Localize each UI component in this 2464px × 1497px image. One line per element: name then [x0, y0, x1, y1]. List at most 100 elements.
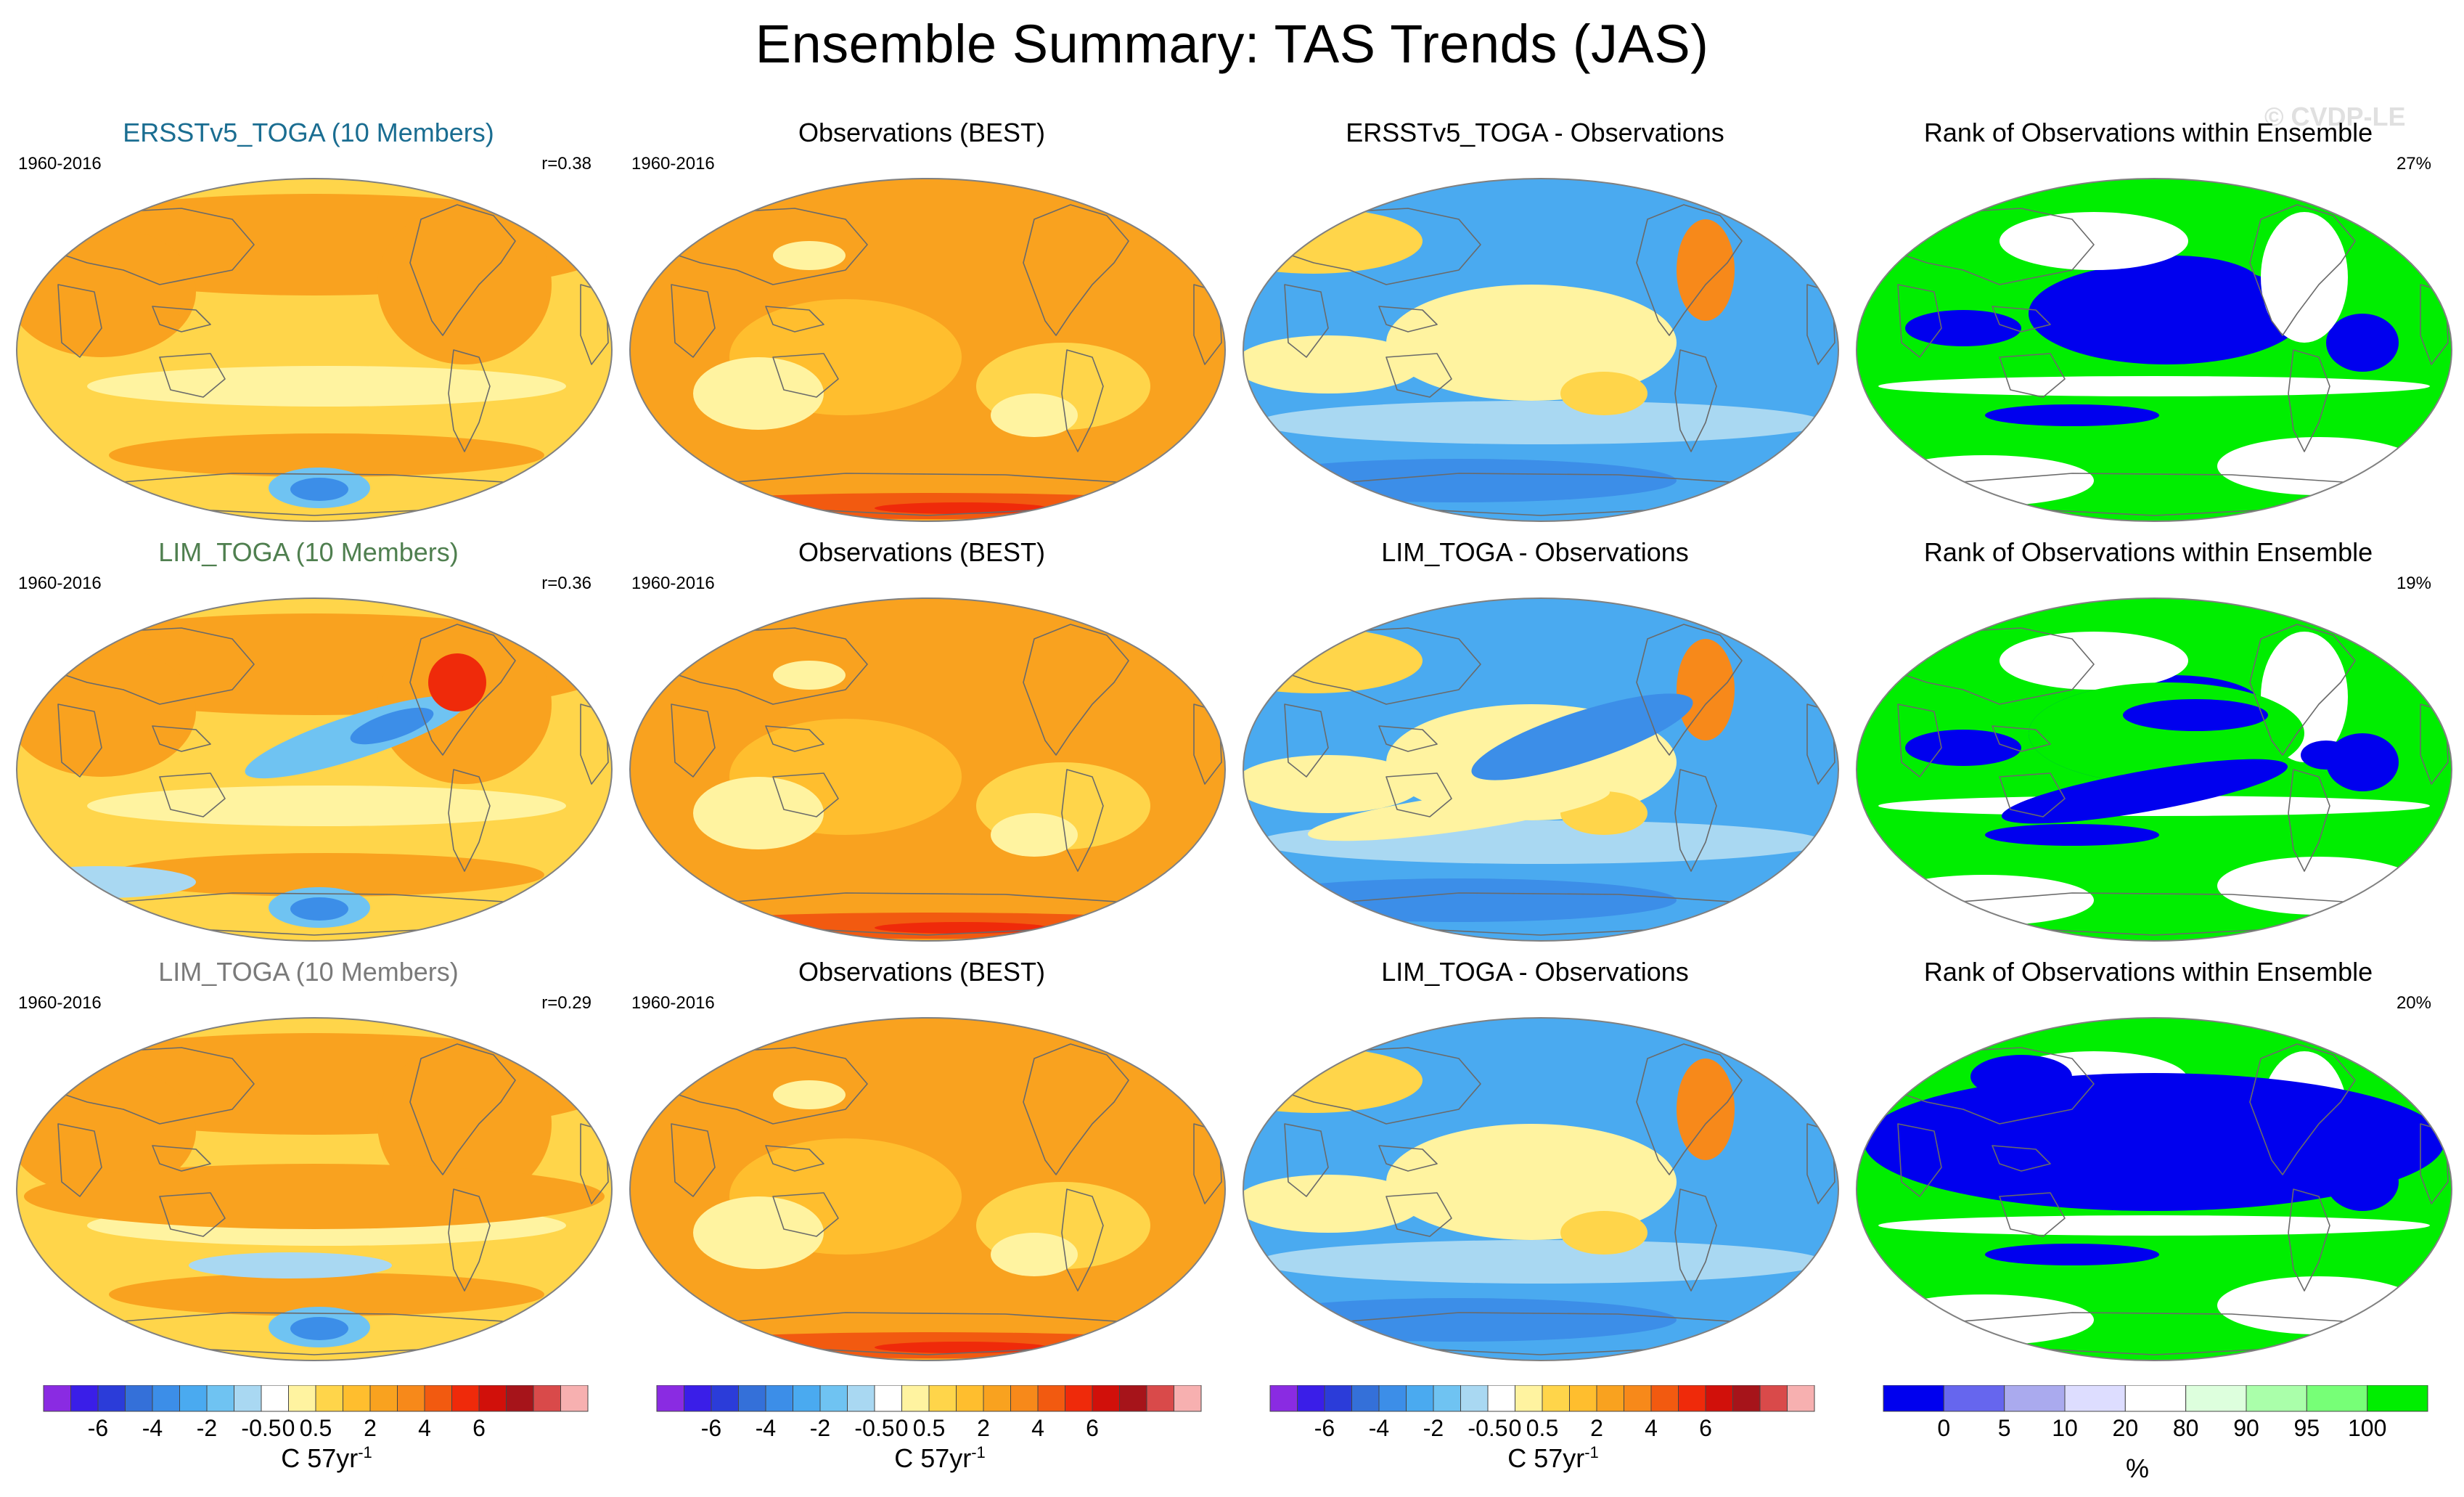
- map-rim: [629, 178, 1226, 522]
- coastline-6: [671, 703, 716, 778]
- coastline-3: [1284, 208, 1481, 285]
- coastline-6: [671, 284, 716, 358]
- colorbar-swatch: [261, 1384, 289, 1412]
- colorbar-tick-label: -0.5: [854, 1415, 894, 1441]
- cold-core-south: [290, 1317, 348, 1340]
- trend-colorbar-col1: -6 -4 -2 -0.5 0 0.5 2 4 6 C 57yr-1: [36, 1384, 617, 1474]
- colorbar-swatch: [179, 1384, 208, 1412]
- coastline-7: [1378, 1145, 1438, 1172]
- rank-percentage: 20%: [2396, 993, 2431, 1013]
- colorbar-tick-label: 90: [2233, 1415, 2259, 1441]
- colorbar-tick-label: 0.5: [1526, 1415, 1558, 1441]
- rank-map: [1856, 178, 2452, 522]
- rank-low-atlantic: [2326, 314, 2399, 372]
- cold-pacific-core: [350, 707, 434, 745]
- colorbar-swatch: [1678, 1384, 1706, 1412]
- panel-title: Rank of Observations within Ensemble: [1923, 957, 2373, 987]
- coastline-0: [1023, 624, 1129, 756]
- colorbar-swatch: [343, 1384, 371, 1412]
- period-label: 1960-2016: [18, 993, 102, 1013]
- colorbar-unit-text: C 57yr: [1507, 1443, 1585, 1473]
- warm-na-east: [1677, 639, 1735, 741]
- blue-pacific-tongue: [1471, 693, 1693, 780]
- coastline-7: [152, 725, 211, 752]
- observations-map: [629, 178, 1226, 522]
- map-rim: [16, 178, 613, 522]
- coastline-3: [1284, 1047, 1481, 1125]
- colorbar-swatch: [1650, 1384, 1679, 1412]
- rank-mid-south-right: [2217, 857, 2420, 915]
- colorbar-graphic: -6 -4 -2 -0.5 0 0.5 2 4 6: [656, 1384, 1202, 1441]
- warm-band-southern: [109, 1273, 544, 1316]
- colorbar-tick-label: 4: [1031, 1415, 1044, 1441]
- warm-na-east: [1677, 1058, 1735, 1160]
- colorbar-swatch: [43, 1384, 71, 1412]
- colorbar-swatch: [1146, 1384, 1174, 1412]
- coastline-8: [159, 353, 226, 398]
- blue-southern-ocean: [1243, 459, 1677, 502]
- colorbar-tick-label: 0.5: [300, 1415, 332, 1441]
- coastline-3: [57, 627, 255, 705]
- coastline-3: [57, 208, 255, 285]
- colorbar-swatch: [2367, 1384, 2428, 1412]
- warm-south-pacific: [1560, 372, 1648, 415]
- panel-title: Rank of Observations within Ensemble: [1923, 537, 2373, 567]
- colorbar-swatch: [1542, 1384, 1570, 1412]
- yellow-indian: [1243, 1175, 1423, 1233]
- coastline-2: [448, 1188, 491, 1292]
- colorbar-swatch: [1732, 1384, 1761, 1412]
- panel-title: LIM_TOGA (10 Members): [158, 537, 459, 567]
- coastline-2: [2288, 349, 2330, 452]
- coastline-8: [772, 353, 839, 398]
- panel-title: Rank of Observations within Ensemble: [1923, 118, 2373, 147]
- colorbar-swatch: [1705, 1384, 1733, 1412]
- coastline-8: [1999, 772, 2066, 817]
- colorbar-tick-label: 4: [1645, 1415, 1658, 1441]
- colorbar-unit: C 57yr-1: [36, 1443, 617, 1474]
- warm-tropical-band: [24, 1164, 605, 1229]
- colorbar-swatch: [956, 1384, 984, 1412]
- colorbar-swatch: [2246, 1384, 2307, 1412]
- coastline-3: [1897, 1047, 2095, 1125]
- panel-title: LIM_TOGA (10 Members): [158, 957, 459, 987]
- colorbar-swatch: [1460, 1384, 1489, 1412]
- coastline-7: [1992, 725, 2051, 752]
- colorbar-tick-label: 0: [896, 1415, 909, 1441]
- coastline-2: [1674, 769, 1717, 872]
- panel-title: LIM_TOGA - Observations: [1381, 957, 1689, 987]
- coastline-0: [1023, 1043, 1129, 1175]
- colorbar-swatch: [424, 1384, 452, 1412]
- period-label: 1960-2016: [631, 154, 715, 174]
- warm-band-southern: [109, 853, 544, 897]
- colorbar-unit-exponent: -1: [1584, 1443, 1599, 1461]
- colorbar-swatch: [1119, 1384, 1147, 1412]
- colorbar-swatch: [478, 1384, 507, 1412]
- colorbar-tick-label: 2: [977, 1415, 990, 1441]
- coastline-6: [671, 1123, 716, 1197]
- colorbar-swatch: [560, 1384, 589, 1412]
- rank-mid-north: [2000, 632, 2188, 690]
- coastline-3: [1897, 627, 2095, 705]
- pattern-correlation: r=0.36: [541, 574, 592, 593]
- colorbar-swatch: [684, 1384, 712, 1412]
- difference-map: [1243, 597, 1839, 942]
- panel-ensemble-row2: LIM_TOGA (10 Members) 1960-2016 r=0.36: [4, 529, 613, 950]
- rank-low-wide: [1864, 1073, 2444, 1211]
- colorbar-tick-label: -6: [701, 1415, 721, 1441]
- rank-low-south: [1985, 1244, 2159, 1265]
- colorbar-swatch: [369, 1384, 398, 1412]
- colorbar-unit-text: C 57yr: [894, 1443, 972, 1473]
- colorbar-tick-label: 2: [364, 1415, 377, 1441]
- colorbar-swatch: [206, 1384, 234, 1412]
- colorbar-tick-label: 6: [472, 1415, 486, 1441]
- coastline-3: [57, 1047, 255, 1125]
- colorbar-swatch: [1092, 1384, 1120, 1412]
- coastline-7: [152, 306, 211, 333]
- colorbar-swatch: [1596, 1384, 1624, 1412]
- map-rim: [1856, 178, 2452, 522]
- colorbar-swatch: [1174, 1384, 1202, 1412]
- difference-map: [1243, 178, 1839, 522]
- rank-low-indian: [1905, 730, 2021, 766]
- coastline-8: [1999, 1192, 2066, 1237]
- coastline-4: [1799, 645, 1837, 690]
